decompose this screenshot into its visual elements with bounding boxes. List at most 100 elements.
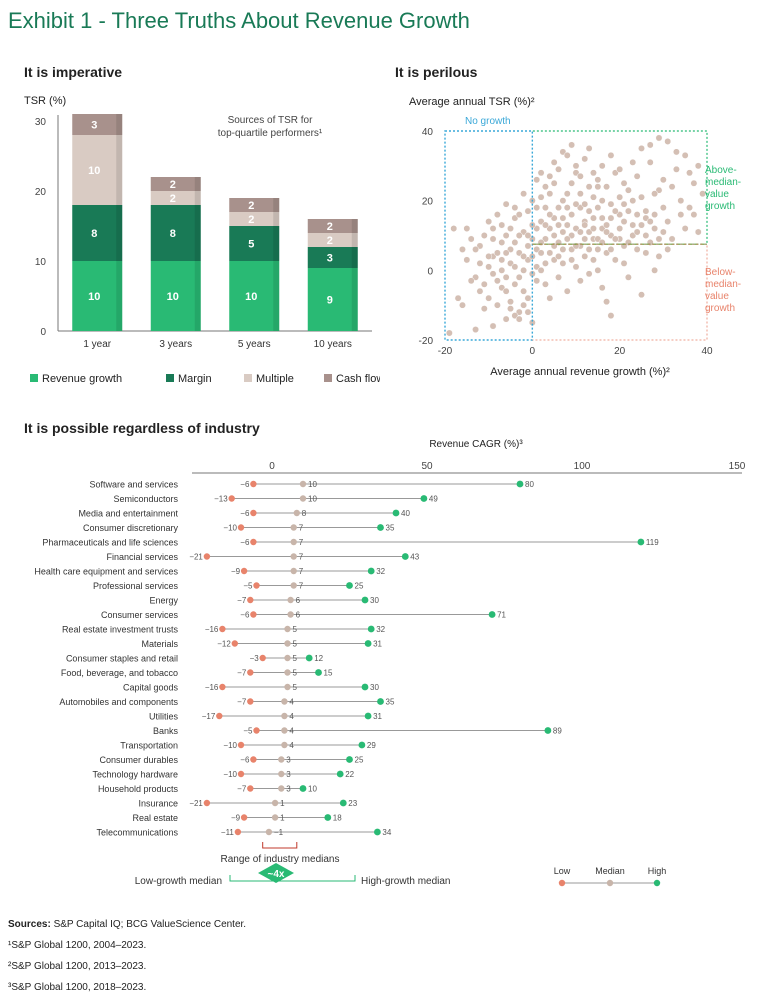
high-dot	[324, 814, 332, 821]
high-value-label: 22	[345, 770, 354, 779]
bar-segment-revenue-growth	[150, 261, 201, 331]
scatter-point	[515, 273, 523, 281]
scatter-point	[581, 155, 589, 163]
scatter-point	[472, 326, 480, 334]
scatter-point	[454, 294, 462, 302]
median-value-label: 7	[299, 538, 304, 547]
low-dot	[247, 785, 254, 792]
scatter-point	[638, 221, 645, 229]
scatter-point	[681, 151, 689, 159]
median-value-label: 3	[286, 785, 291, 794]
median-value-label: 6	[296, 611, 301, 620]
key-dot-median	[606, 879, 614, 887]
scatter-point	[485, 218, 493, 226]
low-dot	[237, 770, 245, 778]
scatter-point	[594, 176, 602, 184]
bar-value-label: 2	[248, 214, 254, 226]
scatter-point	[476, 259, 484, 267]
high-dot	[364, 640, 372, 647]
median-dot	[284, 654, 291, 662]
x-tick-label: 5 years	[238, 339, 271, 350]
scatter-point	[550, 158, 558, 166]
bar-segment-shade	[116, 114, 123, 135]
high-dot	[305, 654, 313, 662]
low-dot	[219, 625, 226, 633]
scatter-point	[555, 165, 562, 173]
low-dot	[240, 567, 248, 575]
median-value-label: 5	[293, 625, 298, 634]
median-dot	[299, 495, 307, 502]
bar-segment-shade	[273, 212, 280, 226]
median-value-label: 7	[299, 553, 304, 562]
high-value-label: 10	[308, 785, 317, 794]
low-value-label: −6	[240, 538, 250, 547]
scatter-point	[568, 211, 576, 219]
scatter-point	[576, 190, 584, 198]
scatter-point	[559, 214, 567, 222]
x-tick-label: 20	[614, 346, 626, 357]
scatter-point	[493, 211, 501, 219]
low-dot	[253, 582, 260, 589]
panel1-heading: It is imperative	[24, 64, 123, 80]
x-tick-label: 3 years	[159, 339, 192, 350]
high-dot	[367, 625, 375, 633]
industry-label: Transportation	[120, 741, 178, 751]
industry-label: Pharmaceuticals and life sciences	[42, 538, 178, 548]
scatter-point	[555, 252, 562, 260]
bar-segment-shade	[194, 205, 201, 261]
scatter-point	[498, 266, 506, 274]
scatter-point	[642, 232, 650, 239]
low-dot	[237, 524, 245, 531]
scatter-point	[620, 218, 628, 226]
scatter-point	[572, 200, 580, 208]
median-dot	[271, 799, 279, 807]
industry-label: Health care equipment and services	[34, 567, 178, 577]
above-median-label: Above-	[705, 165, 737, 176]
scatter-point	[659, 228, 667, 236]
high-dot	[516, 480, 524, 488]
industry-label: Semiconductors	[113, 494, 178, 504]
bar-segment-shade	[194, 261, 201, 331]
median-dot	[290, 553, 297, 560]
scatter-point	[585, 270, 593, 278]
scatter-point	[576, 172, 584, 180]
low-dot	[234, 828, 242, 836]
scatter-point	[507, 305, 514, 313]
scatter-point	[524, 242, 532, 250]
x-tick-label: -20	[438, 346, 453, 357]
below-median-label: value	[705, 291, 729, 302]
scatter-point	[520, 301, 528, 309]
high-value-label: 29	[367, 741, 376, 750]
bar-value-label: 8	[170, 228, 176, 240]
scatter-point	[633, 228, 641, 236]
scatter-point	[485, 294, 493, 302]
median-value-label: 7	[299, 524, 304, 533]
scatter-point	[694, 228, 702, 236]
scatter-point	[629, 221, 637, 229]
high-value-label: 43	[410, 553, 419, 562]
high-value-label: 32	[376, 567, 385, 576]
low-value-label: −9	[231, 814, 241, 823]
scatter-point	[541, 280, 549, 288]
y-axis-label: TSR (%)	[24, 95, 66, 107]
low-dot	[250, 509, 257, 517]
x-tick-label: 0	[530, 346, 536, 357]
median-value-label: 3	[286, 770, 291, 779]
bar-segment-margin	[72, 205, 123, 261]
high-dot	[392, 509, 400, 517]
scatter-point	[585, 207, 593, 215]
low-dot	[203, 553, 211, 560]
bar-segment-revenue-growth	[72, 261, 123, 331]
scatter-point	[607, 200, 615, 208]
median-value-label: 3	[286, 756, 291, 765]
industry-label: Banks	[153, 726, 179, 736]
high-value-label: 25	[355, 756, 364, 765]
industry-label: Automobiles and components	[59, 697, 178, 707]
scatter-point	[493, 277, 501, 285]
bar-segment-revenue-growth	[229, 261, 280, 331]
scatter-point	[559, 197, 567, 205]
scatter-point	[533, 277, 541, 285]
low-dot	[250, 756, 257, 763]
scatter-point	[476, 287, 484, 295]
scatter-point	[515, 211, 523, 219]
